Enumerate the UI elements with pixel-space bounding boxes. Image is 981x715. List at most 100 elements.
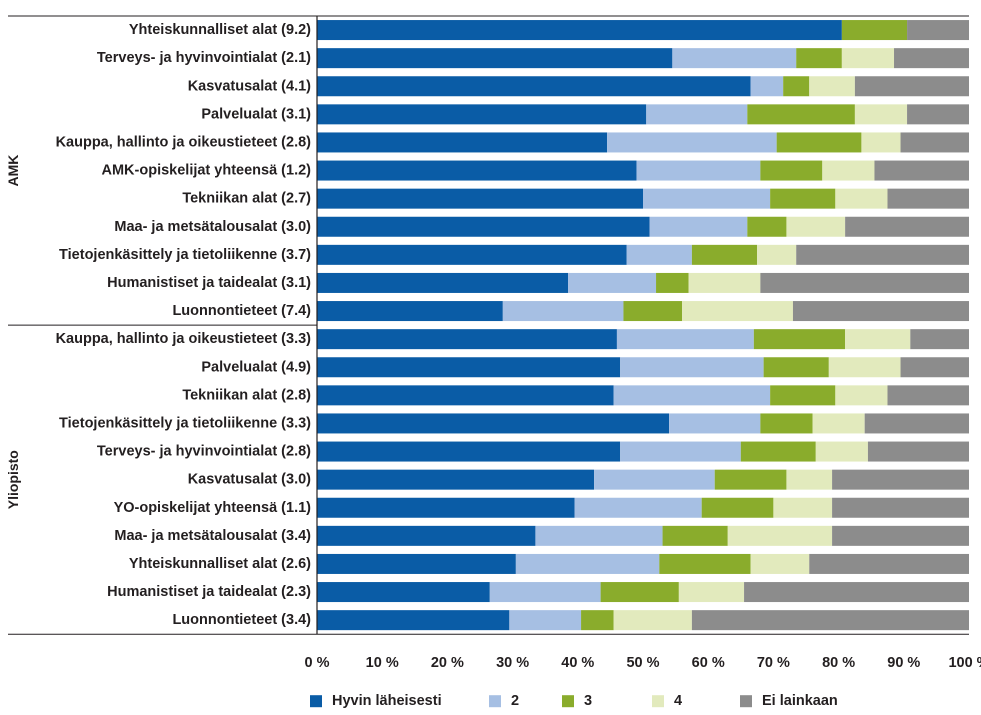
bar-segment-5 [907, 20, 969, 41]
bar-row: YO-opiskelijat yhteensä (1.1) [114, 497, 969, 518]
bar-segment-1 [317, 104, 647, 125]
category-label: Luonnontieteet (7.4) [172, 303, 311, 319]
category-label: Kauppa, hallinto ja oikeustieteet (3.3) [56, 331, 312, 347]
bar-segment-5 [854, 76, 969, 97]
bar-segment-4 [822, 160, 875, 181]
bar-segment-5 [691, 610, 969, 631]
bar-segment-5 [792, 301, 969, 322]
bar-segment-4 [786, 469, 833, 490]
bar-segment-4 [845, 329, 911, 350]
bar-segment-1 [317, 329, 617, 350]
legend-item: 4 [652, 693, 682, 709]
bar-segment-3 [763, 357, 829, 378]
bar-segment-2 [750, 76, 784, 97]
category-label: Yhteiskunnalliset alat (9.2) [129, 22, 311, 38]
category-label: Kauppa, hallinto ja oikeustieteet (2.8) [56, 134, 312, 150]
bar-segment-3 [796, 48, 842, 69]
legend-swatch [740, 695, 752, 708]
x-tick-label: 10 % [366, 655, 399, 671]
bar-segment-4 [812, 413, 865, 434]
bar-segment-1 [317, 610, 510, 631]
bar-segment-2 [620, 441, 741, 462]
bar-segment-2 [568, 272, 657, 293]
bar-segment-3 [747, 104, 855, 125]
bar-segment-5 [744, 582, 969, 603]
group-0: Yhteiskunnalliset alat (9.2) Terveys- ja … [56, 20, 969, 322]
bar-segment-5 [867, 441, 969, 462]
bar-segment-2 [607, 132, 777, 153]
bar-segment-1 [317, 385, 614, 406]
bar-segment-5 [874, 160, 969, 181]
category-label: Humanistiset ja taidealat (3.1) [107, 275, 311, 291]
x-tick-label: 100 % [948, 655, 981, 671]
bar-row: Humanistiset ja taidealat (3.1) [107, 272, 969, 293]
bar-segment-1 [317, 469, 595, 490]
bar-segment-2 [636, 160, 761, 181]
bar-segment-1 [317, 582, 490, 603]
x-tick-label: 30 % [496, 655, 529, 671]
bar-segment-4 [835, 188, 888, 209]
bar-segment-4 [727, 525, 833, 546]
bar-segment-4 [854, 104, 908, 125]
category-label: Maa- ja metsätalousalat (3.0) [114, 219, 311, 235]
bar-segment-3 [770, 385, 836, 406]
bar-segment-1 [317, 160, 637, 181]
bar-segment-1 [317, 301, 503, 322]
bar-segment-3 [600, 582, 679, 603]
category-label: Tietojenkäsittely ja tietoliikenne (3.3) [59, 415, 311, 431]
bar-segment-5 [894, 48, 969, 69]
bar-segment-1 [317, 20, 842, 41]
bar-segment-4 [757, 244, 797, 265]
bar-segment-1 [317, 272, 569, 293]
bar-segment-2 [669, 413, 761, 434]
bar-segment-5 [845, 216, 969, 237]
x-tick-label: 40 % [561, 655, 594, 671]
legend-item: Hyvin läheisesti [310, 693, 442, 709]
category-label: Palvelualat (4.9) [201, 359, 311, 375]
legend-item: 3 [562, 693, 592, 709]
group-label: AMK [5, 155, 21, 187]
bar-segment-2 [509, 610, 582, 631]
bar-segment-5 [900, 357, 969, 378]
bar-segment-2 [643, 188, 771, 209]
bar-segment-3 [662, 525, 728, 546]
bar-row: Palvelualat (3.1) [201, 104, 969, 125]
bar-row: Kasvatusalat (3.0) [188, 469, 969, 490]
bar-row: Luonnontieteet (7.4) [172, 301, 969, 322]
bar-row: Kasvatusalat (4.1) [188, 76, 969, 97]
x-tick-label: 90 % [887, 655, 920, 671]
category-label: Tekniikan alat (2.7) [182, 191, 311, 207]
bar-segment-4 [835, 385, 888, 406]
bar-segment-1 [317, 413, 670, 434]
bar-row: Luonnontieteet (3.4) [172, 610, 969, 631]
bar-row: Tietojenkäsittely ja tietoliikenne (3.3) [59, 413, 969, 434]
bar-segment-5 [864, 413, 969, 434]
bar-segment-4 [815, 441, 868, 462]
bar-row: Maa- ja metsätalousalat (3.4) [114, 525, 969, 546]
bar-segment-2 [613, 385, 771, 406]
bar-segment-1 [317, 188, 643, 209]
category-label: Yhteiskunnalliset alat (2.6) [129, 556, 311, 572]
legend-item: Ei lainkaan [740, 693, 838, 709]
category-label: YO-opiskelijat yhteensä (1.1) [114, 500, 312, 516]
bar-segment-1 [317, 132, 608, 153]
bar-segment-2 [502, 301, 624, 322]
bar-segment-3 [770, 188, 836, 209]
bar-segment-1 [317, 48, 673, 69]
bar-segment-3 [714, 469, 787, 490]
bar-segment-2 [649, 216, 748, 237]
bar-row: Palvelualat (4.9) [201, 357, 969, 378]
bar-segment-1 [317, 497, 575, 518]
bar-segment-2 [620, 357, 764, 378]
bar-segment-4 [773, 497, 833, 518]
category-label: Palvelualat (3.1) [201, 106, 311, 122]
bar-segment-4 [861, 132, 901, 153]
bar-row: Tietojenkäsittely ja tietoliikenne (3.7) [59, 244, 969, 265]
bar-segment-3 [747, 216, 787, 237]
bar-row: Yhteiskunnalliset alat (2.6) [129, 553, 969, 574]
group-label: Yliopisto [5, 450, 21, 509]
legend-label: Ei lainkaan [762, 693, 838, 709]
bar-segment-4 [682, 301, 793, 322]
category-label: Humanistiset ja taidealat (2.3) [107, 584, 311, 600]
bar-row: Terveys- ja hyvinvointialat (2.1) [97, 48, 969, 69]
